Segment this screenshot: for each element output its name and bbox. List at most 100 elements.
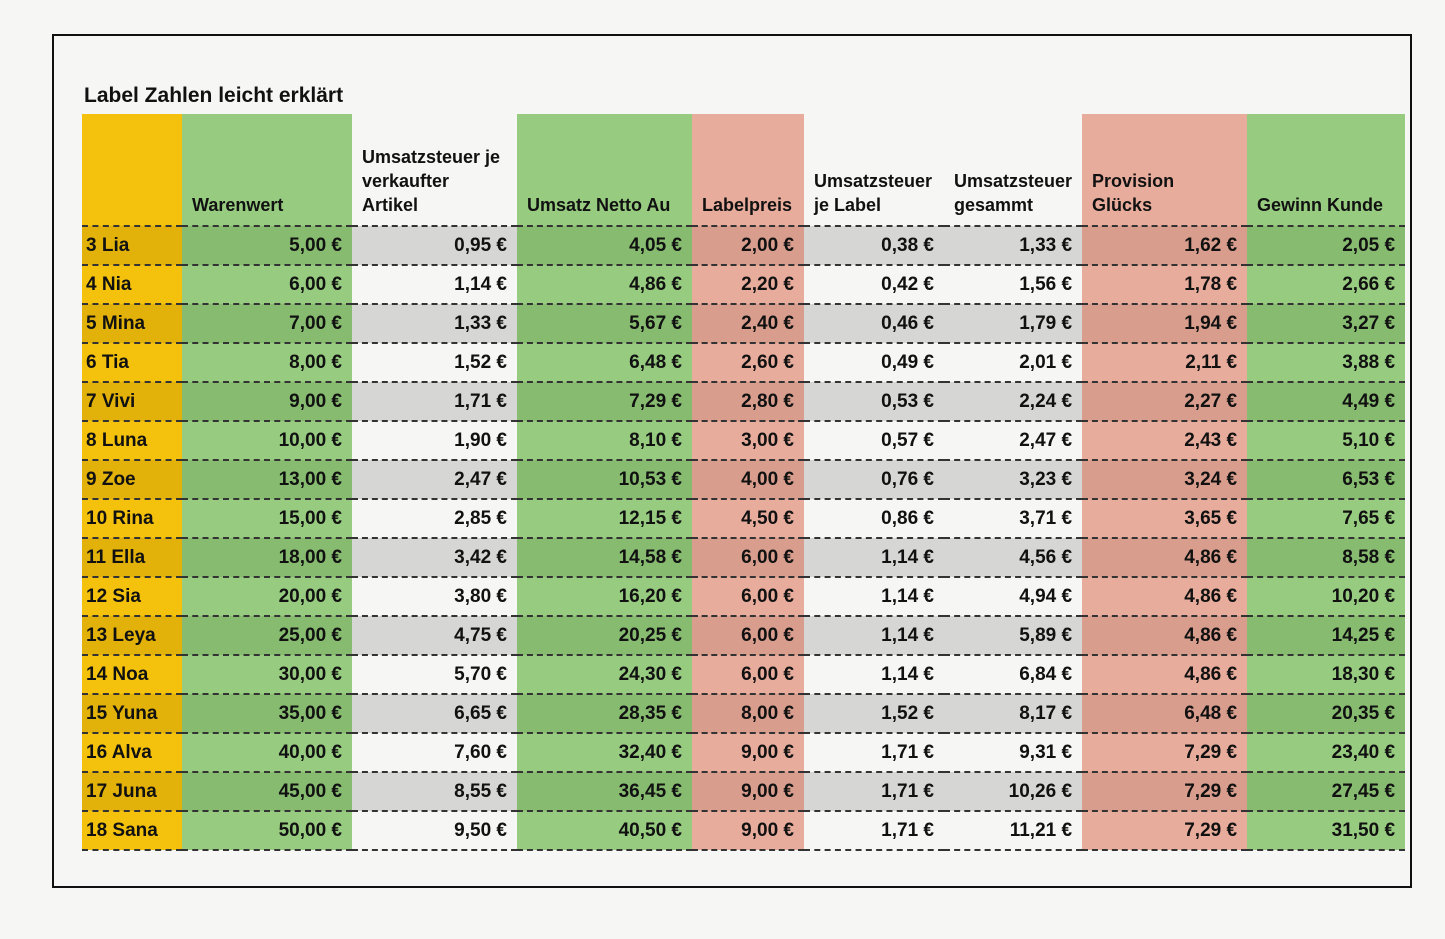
cell: 20,25 € [517, 616, 692, 656]
cell: 8,55 € [352, 772, 517, 812]
cell: 7,29 € [1082, 733, 1248, 773]
row-label: 12 Sia [82, 577, 182, 617]
header-cell: Gewinn Kunde [1247, 114, 1406, 227]
cell: 1,71 € [804, 811, 944, 851]
cell: 3,88 € [1247, 343, 1406, 383]
cell: 18,00 € [182, 538, 352, 578]
cell: 1,33 € [944, 226, 1083, 266]
cell: 4,94 € [944, 577, 1083, 617]
cell: 9,00 € [692, 811, 804, 851]
cell: 2,05 € [1247, 226, 1406, 266]
cell: 14,25 € [1247, 616, 1406, 656]
cell: 3,27 € [1247, 304, 1406, 344]
cell: 3,23 € [944, 460, 1083, 500]
row-label: 16 Alva [82, 733, 182, 773]
table: Warenwert Umsatzsteuer je verkaufter Arti… [82, 114, 1406, 851]
cell: 0,53 € [804, 382, 944, 422]
cell: 9,00 € [692, 733, 804, 773]
table-row: 5 Mina 7,00 €1,33 €5,67 €2,40 €0,46 €1,79… [82, 304, 1406, 344]
table-row: 3 Lia 5,00 €0,95 €4,05 €2,00 €0,38 €1,33 … [82, 226, 1406, 266]
cell: 2,40 € [692, 304, 804, 344]
cell: 4,49 € [1247, 382, 1406, 422]
cell: 2,43 € [1082, 421, 1248, 461]
row-label: 18 Sana [82, 811, 182, 851]
table-row: 12 Sia 20,00 €3,80 €16,20 €6,00 €1,14 €4,… [82, 577, 1406, 617]
row-label: 13 Leya [82, 616, 182, 656]
cell: 23,40 € [1247, 733, 1406, 773]
cell: 1,14 € [804, 538, 944, 578]
table-frame: Label Zahlen leicht erklärt Warenwert Ums… [52, 34, 1412, 888]
cell: 6,53 € [1247, 460, 1406, 500]
cell: 8,10 € [517, 421, 692, 461]
cell: 2,47 € [944, 421, 1083, 461]
cell: 12,15 € [517, 499, 692, 539]
cell: 7,29 € [1082, 772, 1248, 812]
cell: 7,29 € [1082, 811, 1248, 851]
table-row: 4 Nia 6,00 €1,14 €4,86 €2,20 €0,42 €1,56 … [82, 265, 1406, 305]
cell: 3,24 € [1082, 460, 1248, 500]
cell: 9,00 € [692, 772, 804, 812]
cell: 25,00 € [182, 616, 352, 656]
cell: 10,20 € [1247, 577, 1406, 617]
cell: 2,80 € [692, 382, 804, 422]
cell: 8,00 € [182, 343, 352, 383]
row-label: 8 Luna [82, 421, 182, 461]
cell: 6,48 € [517, 343, 692, 383]
cell: 4,86 € [517, 265, 692, 305]
cell: 14,58 € [517, 538, 692, 578]
cell: 1,14 € [804, 655, 944, 695]
table-row: 18 Sana 50,00 €9,50 €40,50 €9,00 €1,71 €1… [82, 811, 1406, 851]
cell: 36,45 € [517, 772, 692, 812]
table-body: 3 Lia 5,00 €0,95 €4,05 €2,00 €0,38 €1,33 … [82, 226, 1406, 851]
row-label: 5 Mina [82, 304, 182, 344]
cell: 1,56 € [944, 265, 1083, 305]
cell: 2,11 € [1082, 343, 1248, 383]
cell: 1,62 € [1082, 226, 1248, 266]
cell: 40,50 € [517, 811, 692, 851]
row-label: 10 Rina [82, 499, 182, 539]
cell: 4,50 € [692, 499, 804, 539]
cell: 6,00 € [692, 616, 804, 656]
cell: 20,35 € [1247, 694, 1406, 734]
cell: 8,00 € [692, 694, 804, 734]
cell: 24,30 € [517, 655, 692, 695]
cell: 3,00 € [692, 421, 804, 461]
cell: 4,05 € [517, 226, 692, 266]
cell: 5,89 € [944, 616, 1083, 656]
cell: 3,71 € [944, 499, 1083, 539]
cell: 20,00 € [182, 577, 352, 617]
table-row: 15 Yuna 35,00 €6,65 €28,35 €8,00 €1,52 €8… [82, 694, 1406, 734]
table-row: 9 Zoe 13,00 €2,47 €10,53 €4,00 €0,76 €3,2… [82, 460, 1406, 500]
cell: 27,45 € [1247, 772, 1406, 812]
cell: 6,00 € [182, 265, 352, 305]
cell: 2,01 € [944, 343, 1083, 383]
cell: 30,00 € [182, 655, 352, 695]
cell: 2,85 € [352, 499, 517, 539]
cell: 6,00 € [692, 655, 804, 695]
cell: 4,86 € [1082, 538, 1248, 578]
cell: 18,30 € [1247, 655, 1406, 695]
cell: 5,00 € [182, 226, 352, 266]
header-cell: Labelpreis [692, 114, 804, 227]
cell: 7,29 € [517, 382, 692, 422]
cell: 10,53 € [517, 460, 692, 500]
cell: 1,78 € [1082, 265, 1248, 305]
cell: 6,84 € [944, 655, 1083, 695]
cell: 0,95 € [352, 226, 517, 266]
cell: 4,75 € [352, 616, 517, 656]
title: Label Zahlen leicht erklärt [84, 84, 344, 107]
cell: 40,00 € [182, 733, 352, 773]
cell: 9,00 € [182, 382, 352, 422]
cell: 1,71 € [804, 772, 944, 812]
cell: 6,00 € [692, 577, 804, 617]
table-row: 8 Luna 10,00 €1,90 €8,10 €3,00 €0,57 €2,4… [82, 421, 1406, 461]
cell: 1,52 € [804, 694, 944, 734]
cell: 5,67 € [517, 304, 692, 344]
cell: 0,76 € [804, 460, 944, 500]
cell: 2,27 € [1082, 382, 1248, 422]
cell: 13,00 € [182, 460, 352, 500]
cell: 1,52 € [352, 343, 517, 383]
header-cell: Umsatzsteuer gesammt [944, 114, 1083, 227]
cell: 6,65 € [352, 694, 517, 734]
row-label: 14 Noa [82, 655, 182, 695]
